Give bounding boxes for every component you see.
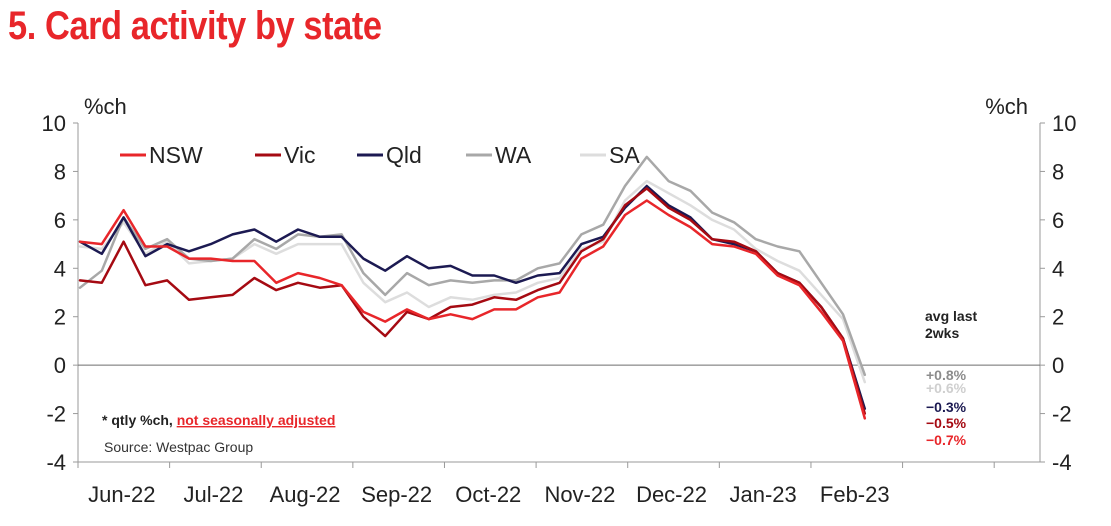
chart-legend: NSW Vic Qld WA SA xyxy=(120,142,640,168)
avg-header-line2: 2wks xyxy=(925,325,959,341)
series-line-wa xyxy=(78,155,867,377)
y-tick-label-left: -2 xyxy=(46,402,66,427)
y-tick-label-right: 6 xyxy=(1052,208,1064,233)
x-tick-label: Jun-22 xyxy=(88,482,155,507)
series-line-qld xyxy=(78,184,867,410)
y-tick-label-left: 6 xyxy=(54,208,66,233)
avg-label-sa: +0.6% xyxy=(926,380,967,396)
y-unit-right: %ch xyxy=(985,94,1028,119)
avg-label-vic: −0.5% xyxy=(926,415,967,431)
y-tick-label-right: 0 xyxy=(1052,353,1064,378)
y-tick-label-right: -4 xyxy=(1052,450,1072,475)
chart-frame xyxy=(77,123,1041,463)
x-tick-label: Feb-23 xyxy=(820,482,890,507)
source-note: Source: Westpac Group xyxy=(104,439,253,455)
y-tick-label-left: 2 xyxy=(54,305,66,330)
legend-label-nsw: NSW xyxy=(149,142,203,168)
footnote: * qtly %ch, not seasonally adjusted xyxy=(102,412,335,428)
y-tick-label-left: 10 xyxy=(42,111,66,136)
y-tick-label-right: 4 xyxy=(1052,256,1064,281)
y-tick-label-left: 0 xyxy=(54,353,66,378)
avg-label-wa: +0.8% xyxy=(926,367,967,383)
y-tick-label-right: 10 xyxy=(1052,111,1076,136)
y-tick-label-right: -2 xyxy=(1052,402,1072,427)
x-tick-label: Aug-22 xyxy=(270,482,341,507)
y-unit-left: %ch xyxy=(84,94,127,119)
avg-header-line1: avg last xyxy=(925,308,977,324)
chart-axes: -4 -4 -2 -2 0 0 2 2 4 4 6 6 8 8 10 10 %ch %ch Jun-22 Jul-22… xyxy=(42,94,1077,507)
series-lines xyxy=(78,155,867,420)
y-tick-label-right: 2 xyxy=(1052,305,1064,330)
footnote-link: not seasonally adjusted xyxy=(177,412,336,428)
x-tick-label: Sep-22 xyxy=(361,482,432,507)
legend-label-vic: Vic xyxy=(284,142,316,168)
legend-label-qld: Qld xyxy=(386,142,422,168)
legend-label-wa: WA xyxy=(495,142,532,168)
x-tick-label: Dec-22 xyxy=(636,482,707,507)
x-tick-label: Jan-23 xyxy=(730,482,797,507)
page-title: 5. Card activity by state xyxy=(8,4,382,48)
y-tick-label-right: 8 xyxy=(1052,159,1064,184)
y-tick-label-left: 4 xyxy=(54,256,66,281)
y-tick-label-left: -4 xyxy=(46,450,66,475)
footnote-prefix: * qtly %ch, xyxy=(102,412,177,428)
x-tick-label: Nov-22 xyxy=(544,482,615,507)
series-line-nsw xyxy=(78,199,867,420)
avg-label-qld: −0.3% xyxy=(926,399,967,415)
avg-label-nsw: −0.7% xyxy=(926,432,967,448)
legend-label-sa: SA xyxy=(609,142,640,168)
series-line-vic xyxy=(78,187,867,415)
x-tick-label: Oct-22 xyxy=(455,482,521,507)
y-tick-label-left: 8 xyxy=(54,159,66,184)
x-tick-label: Jul-22 xyxy=(183,482,243,507)
